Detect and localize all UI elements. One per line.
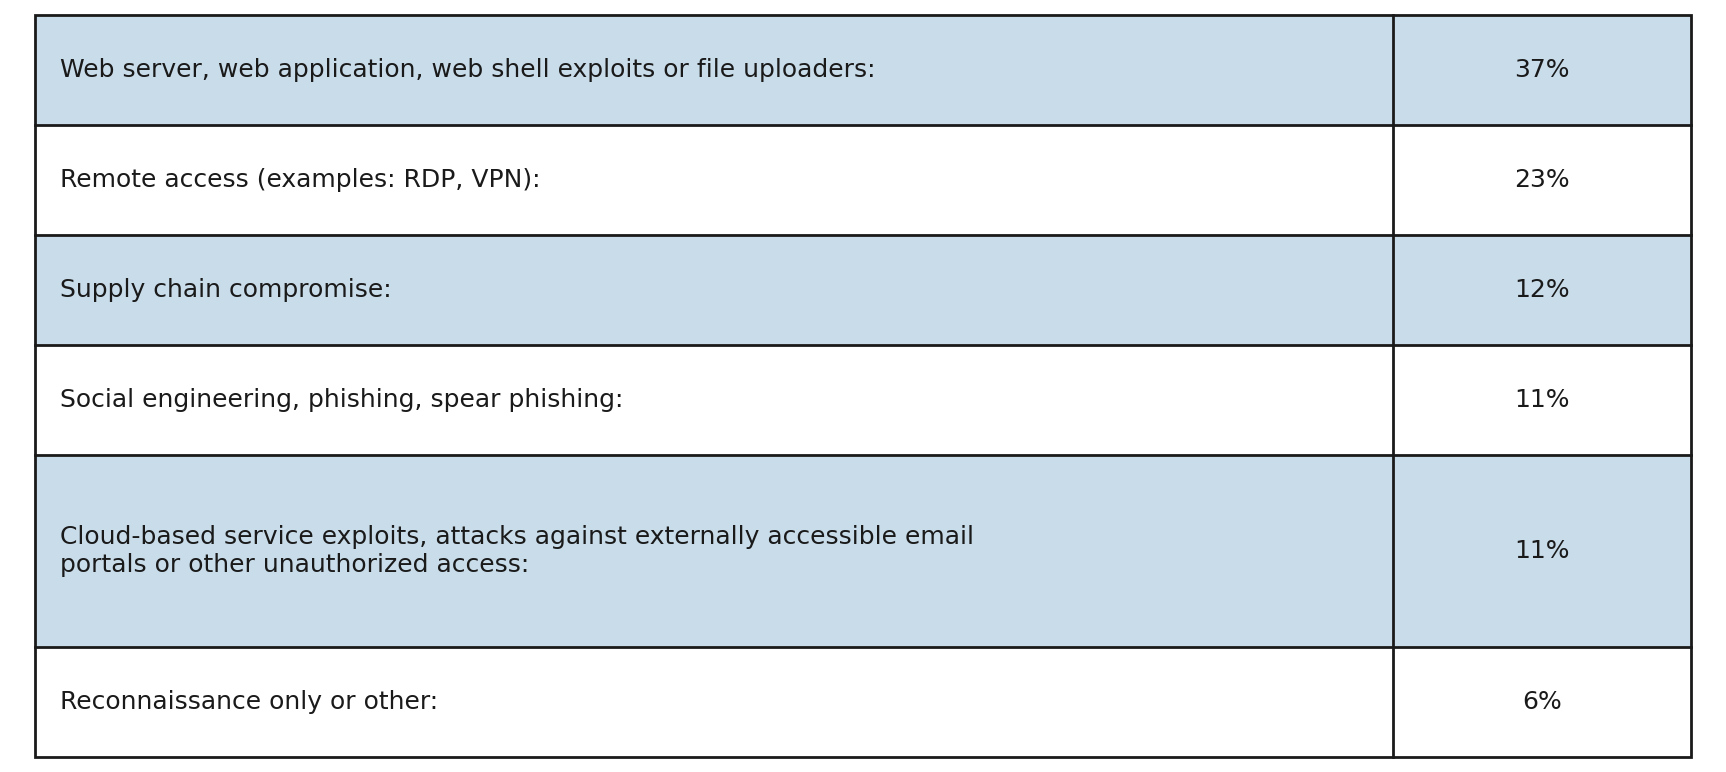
Text: 11%: 11% <box>1515 539 1571 563</box>
FancyBboxPatch shape <box>1393 235 1691 345</box>
Text: Reconnaissance only or other:: Reconnaissance only or other: <box>60 689 438 713</box>
FancyBboxPatch shape <box>35 235 1393 345</box>
FancyBboxPatch shape <box>35 125 1393 235</box>
Text: 6%: 6% <box>1522 689 1562 713</box>
Text: 37%: 37% <box>1515 59 1571 83</box>
Text: 11%: 11% <box>1515 388 1571 411</box>
Text: Social engineering, phishing, spear phishing:: Social engineering, phishing, spear phis… <box>60 388 623 411</box>
FancyBboxPatch shape <box>1393 345 1691 455</box>
FancyBboxPatch shape <box>35 455 1393 647</box>
Text: Web server, web application, web shell exploits or file uploaders:: Web server, web application, web shell e… <box>60 59 875 83</box>
Text: Cloud-based service exploits, attacks against externally accessible email
portal: Cloud-based service exploits, attacks ag… <box>60 525 975 577</box>
FancyBboxPatch shape <box>35 647 1393 757</box>
FancyBboxPatch shape <box>35 15 1393 125</box>
FancyBboxPatch shape <box>1393 647 1691 757</box>
FancyBboxPatch shape <box>35 345 1393 455</box>
Text: 12%: 12% <box>1514 278 1571 302</box>
Text: Supply chain compromise:: Supply chain compromise: <box>60 278 392 302</box>
FancyBboxPatch shape <box>1393 125 1691 235</box>
Text: 23%: 23% <box>1514 168 1571 192</box>
Text: Remote access (examples: RDP, VPN):: Remote access (examples: RDP, VPN): <box>60 168 540 192</box>
FancyBboxPatch shape <box>1393 15 1691 125</box>
FancyBboxPatch shape <box>1393 455 1691 647</box>
